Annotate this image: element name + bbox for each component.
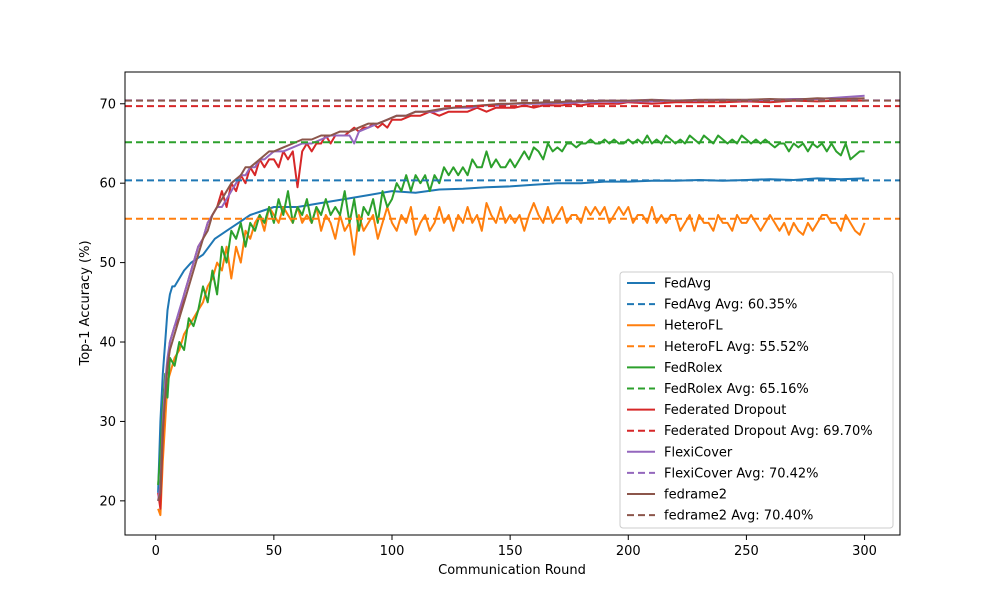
legend-box (619, 271, 894, 529)
legend-label: FedAvg (664, 277, 711, 292)
x-tick-label: 250 (734, 544, 759, 559)
legend-label: FedRolex Avg: 65.16% (664, 382, 809, 397)
x-tick-label: 150 (498, 544, 523, 559)
x-tick-label: 300 (852, 544, 877, 559)
x-axis: 0 50 100 150 200 250 300 (152, 535, 877, 559)
x-axis-label: Communication Round (438, 563, 586, 578)
x-tick-label: 50 (266, 544, 283, 559)
y-tick-label: 40 (99, 336, 116, 351)
average-lines-layer (125, 99, 900, 220)
plot-frame (124, 71, 901, 536)
legend-label: Federated Dropout Avg: 69.70% (664, 424, 873, 439)
y-tick-label: 60 (99, 177, 116, 192)
legend: FedAvg FedAvg Avg: 60.35% HeteroFL HeteroFL… (619, 271, 894, 529)
legend-label: HeteroFL Avg: 55.52% (664, 340, 809, 355)
y-axis-label: Top-1 Accuracy (%) (78, 240, 93, 366)
legend-label: fedrame2 Avg: 70.40% (664, 509, 813, 524)
y-tick-label: 30 (99, 415, 116, 430)
series-line-fedavg (157, 177, 865, 493)
series-line-fedrolex (157, 134, 865, 486)
y-tick-label: 50 (99, 256, 116, 271)
y-axis: 20 30 40 50 60 70 (99, 97, 125, 509)
x-tick-label: 100 (380, 544, 405, 559)
legend-label: HeteroFL (664, 319, 723, 334)
legend-label: FlexiCover (664, 445, 733, 460)
series-line-heterofl (157, 202, 866, 517)
x-tick-label: 200 (616, 544, 641, 559)
legend-label: FlexiCover Avg: 70.42% (664, 466, 819, 481)
y-tick-label: 70 (99, 97, 116, 112)
legend-label: Federated Dropout (664, 403, 786, 418)
legend-label: FedAvg Avg: 60.35% (664, 298, 797, 313)
x-tick-label: 0 (152, 544, 160, 559)
legend-label: fedrame2 (664, 488, 727, 503)
y-tick-label: 20 (99, 494, 116, 509)
series-layer (157, 94, 866, 517)
legend-label: FedRolex (664, 361, 723, 376)
